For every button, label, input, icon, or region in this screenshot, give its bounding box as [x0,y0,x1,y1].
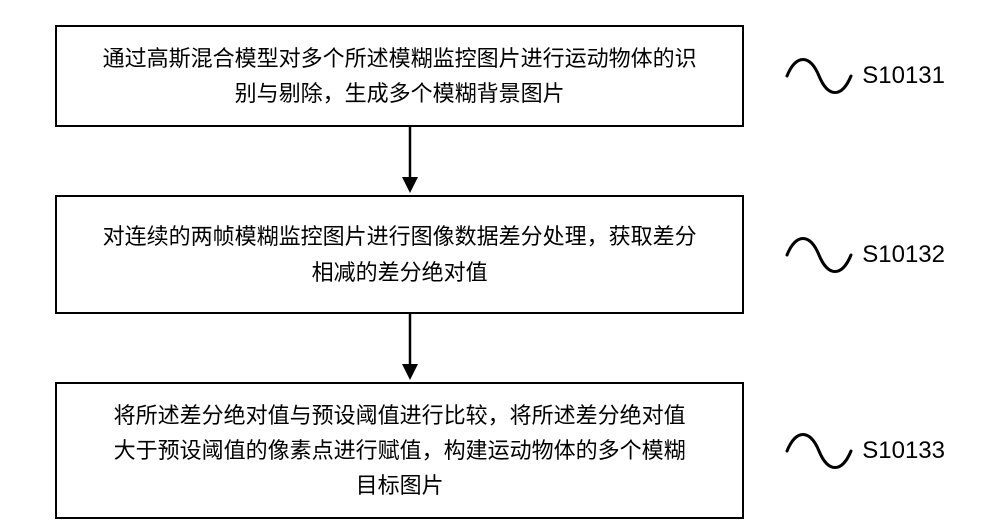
flow-step-3-box: 将所述差分绝对值与预设阈值进行比较，将所述差分绝对值 大于预设阈值的像素点进行赋… [55,382,744,520]
flow-step-3-line1: 将所述差分绝对值与预设阈值进行比较，将所述差分绝对值 [114,398,686,433]
flow-step-1-line1: 通过高斯混合模型对多个所述模糊监控图片进行运动物体的识 [103,41,697,76]
arrow-down-icon [395,314,425,382]
wave-icon [784,225,854,285]
flow-step-2-row: 对连续的两帧模糊监控图片进行图像数据差分处理，获取差分 相减的差分绝对值 S10… [55,195,945,313]
flowchart-container: 通过高斯混合模型对多个所述模糊监控图片进行运动物体的识 别与剔除，生成多个模糊背… [55,25,945,519]
flow-step-3-line3: 目标图片 [356,468,444,503]
flow-step-1-label-wrap: S10131 [784,46,945,106]
flow-step-1-row: 通过高斯混合模型对多个所述模糊监控图片进行运动物体的识 别与剔除，生成多个模糊背… [55,25,945,127]
flow-step-2-box: 对连续的两帧模糊监控图片进行图像数据差分处理，获取差分 相减的差分绝对值 [55,195,744,313]
flow-step-3-label-wrap: S10133 [784,421,945,481]
flow-step-2-label-wrap: S10132 [784,225,945,285]
wave-icon [784,46,854,106]
flow-step-1-label: S10131 [862,62,945,90]
arrow-2-container [55,314,765,382]
flow-step-3-label: S10133 [862,437,945,465]
arrow-1-container [55,127,765,195]
wave-icon [784,421,854,481]
flow-step-1-line2: 别与剔除，生成多个模糊背景图片 [235,76,565,111]
flow-step-2-line2: 相减的差分绝对值 [312,255,488,290]
flow-step-3-line2: 大于预设阈值的像素点进行赋值，构建运动物体的多个模糊 [114,433,686,468]
flow-step-3-row: 将所述差分绝对值与预设阈值进行比较，将所述差分绝对值 大于预设阈值的像素点进行赋… [55,382,945,520]
arrow-down-icon [395,127,425,195]
flow-step-1-box: 通过高斯混合模型对多个所述模糊监控图片进行运动物体的识 别与剔除，生成多个模糊背… [55,25,744,127]
flow-step-2-line1: 对连续的两帧模糊监控图片进行图像数据差分处理，获取差分 [103,219,697,254]
flow-step-2-label: S10132 [862,241,945,269]
